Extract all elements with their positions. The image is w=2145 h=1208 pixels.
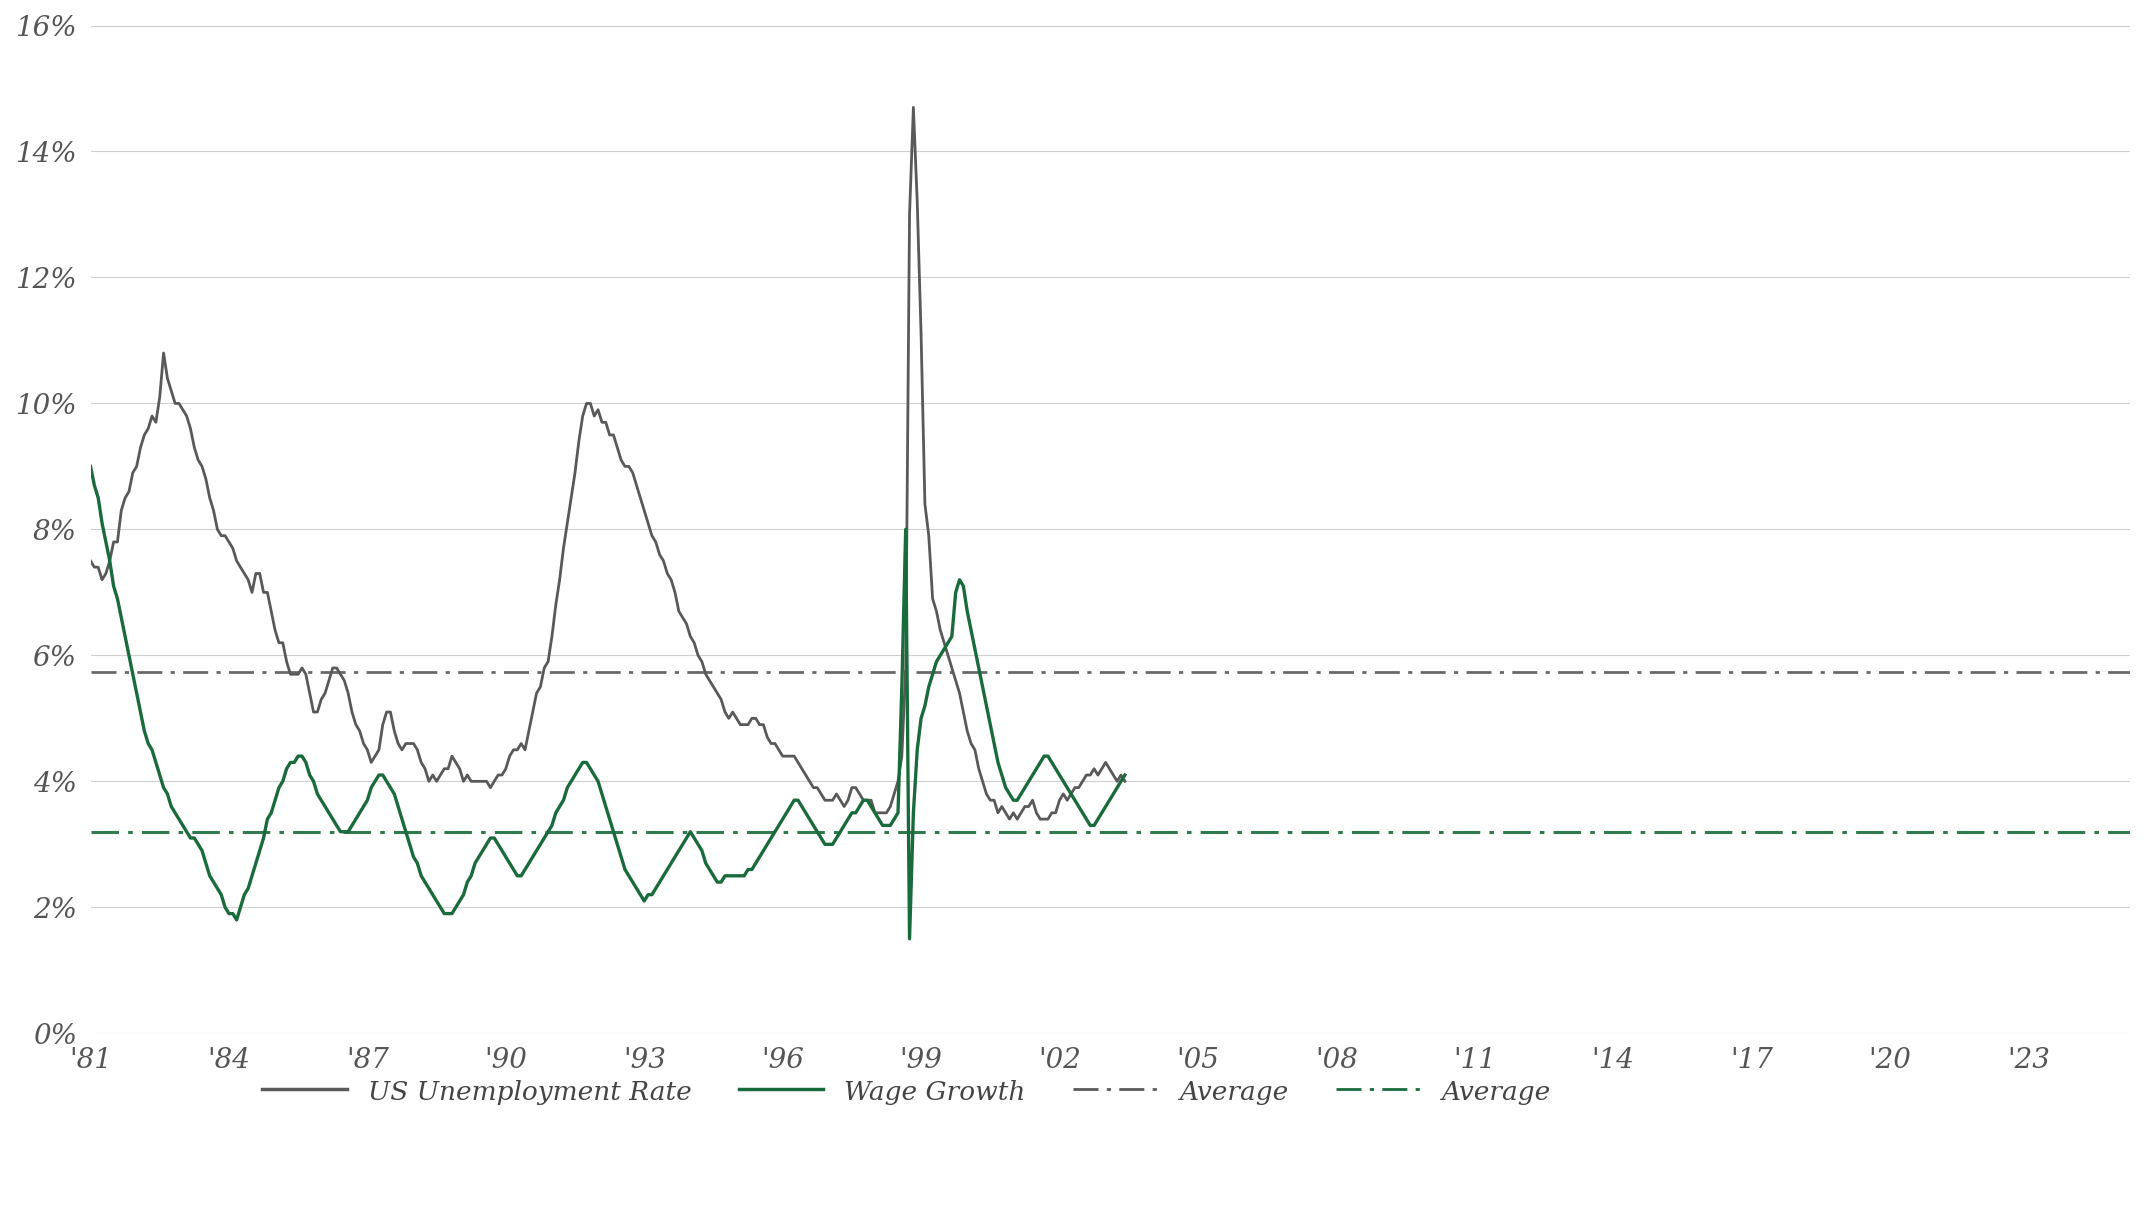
- Legend: US Unemployment Rate, Wage Growth, Average, Average: US Unemployment Rate, Wage Growth, Avera…: [251, 1068, 1562, 1116]
